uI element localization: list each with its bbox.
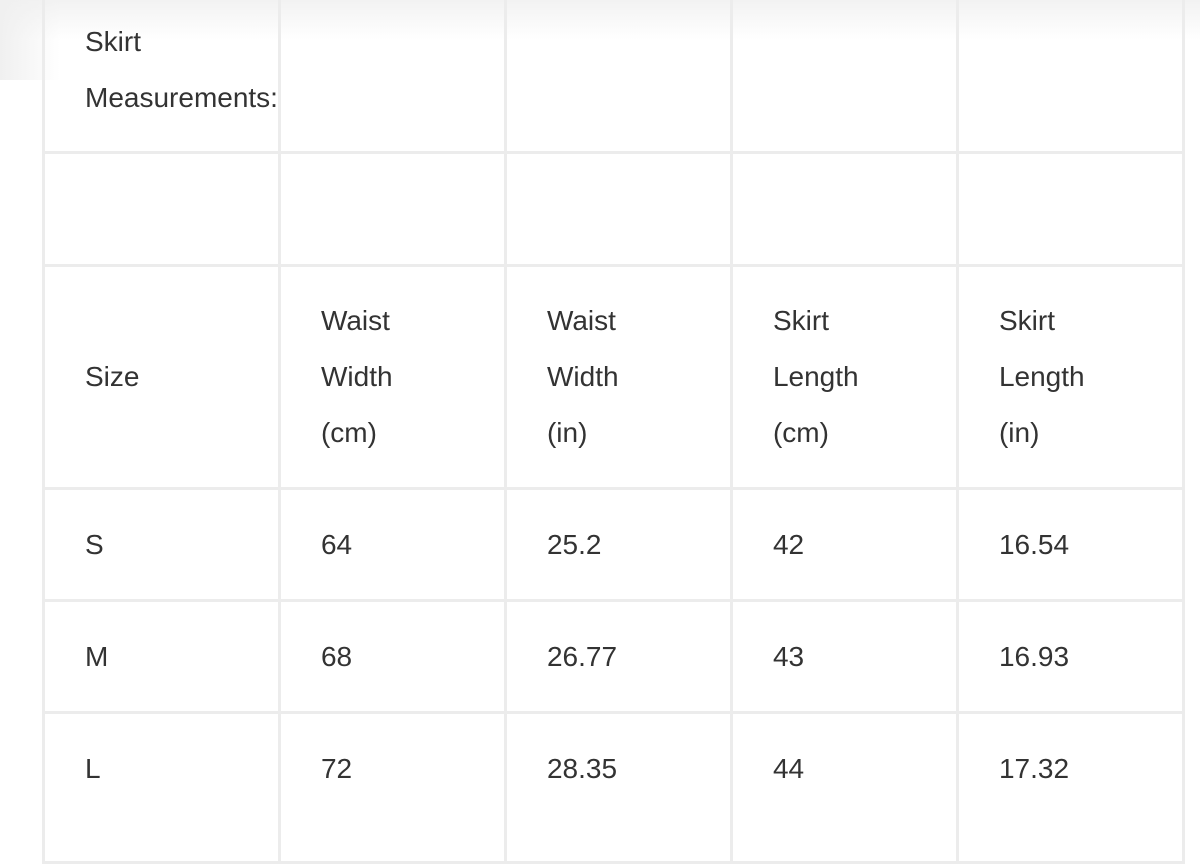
size-cell: M [42, 599, 281, 714]
value-cell: 16.93 [955, 599, 1185, 714]
empty-cell [277, 0, 507, 154]
header-line: Skirt [772, 305, 829, 336]
value-cell: 44 [729, 711, 959, 864]
title-line: Skirt [85, 26, 141, 57]
header-line: Skirt [998, 305, 1055, 336]
empty-cell [729, 0, 959, 154]
header-line: Waist [546, 305, 616, 336]
title-line: Measurements: [85, 82, 278, 113]
table-row: M 68 26.77 43 16.93 [42, 599, 1185, 714]
empty-cell [955, 151, 1185, 267]
header-waist-cm: Waist Width (cm) [277, 264, 507, 490]
value-cell: 72 [277, 711, 507, 864]
value-cell: 28.35 [503, 711, 733, 864]
table-row: S 64 25.2 42 16.54 [42, 487, 1185, 602]
value-cell: 17.32 [955, 711, 1185, 864]
empty-cell [277, 151, 507, 267]
size-cell: L [42, 711, 281, 864]
table-title: Skirt Measurements: [42, 0, 281, 154]
header-line: Length [772, 361, 859, 392]
skirt-measurements-table: Skirt Measurements: Size Waist Width (cm… [42, 0, 1185, 864]
header-line: (cm) [320, 417, 377, 448]
header-line: Width [546, 361, 619, 392]
header-line: Width [320, 361, 393, 392]
header-line: (in) [998, 417, 1040, 448]
header-row: Size Waist Width (cm) Waist Width (in) S… [42, 264, 1185, 490]
header-waist-in: Waist Width (in) [503, 264, 733, 490]
value-cell: 25.2 [503, 487, 733, 602]
empty-cell [729, 151, 959, 267]
value-cell: 68 [277, 599, 507, 714]
header-line: (in) [546, 417, 588, 448]
value-cell: 64 [277, 487, 507, 602]
value-cell: 26.77 [503, 599, 733, 714]
value-cell: 16.54 [955, 487, 1185, 602]
empty-cell [955, 0, 1185, 154]
empty-cell [503, 0, 733, 154]
empty-cell [42, 151, 281, 267]
empty-row [42, 151, 1185, 267]
empty-cell [503, 151, 733, 267]
header-size: Size [42, 264, 281, 490]
header-line: (cm) [772, 417, 829, 448]
table-row: L 72 28.35 44 17.32 [42, 711, 1185, 864]
value-cell: 42 [729, 487, 959, 602]
value-cell: 43 [729, 599, 959, 714]
size-cell: S [42, 487, 281, 602]
header-length-in: Skirt Length (in) [955, 264, 1185, 490]
title-row: Skirt Measurements: [42, 0, 1185, 154]
header-length-cm: Skirt Length (cm) [729, 264, 959, 490]
header-line: Waist [320, 305, 390, 336]
header-line: Length [998, 361, 1085, 392]
